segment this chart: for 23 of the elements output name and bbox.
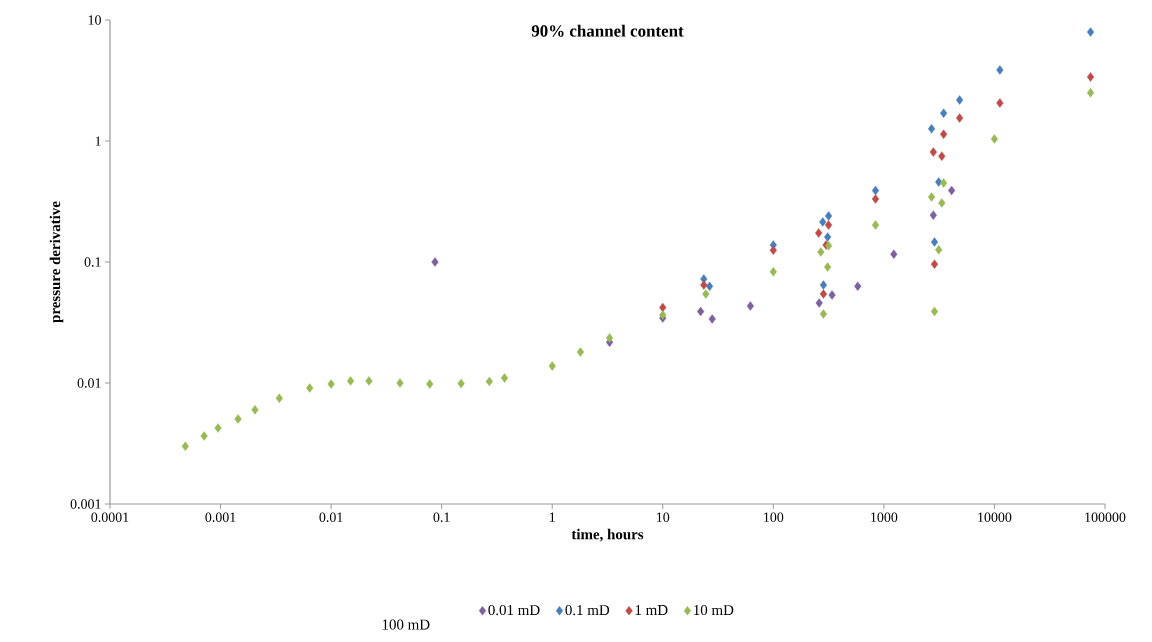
text: 100 mD (382, 619, 430, 630)
x-tick-label: 10000 (978, 512, 1012, 522)
y-axis-title: pressure derivative (49, 201, 64, 323)
x-tick-label: 10 (657, 512, 670, 522)
x-tick-label: 0.1 (433, 512, 450, 522)
x-tick-label: 1000 (871, 512, 898, 522)
legend-label: 0.01 mD (488, 604, 540, 616)
x-tick-label: 0.0001 (91, 512, 129, 522)
y-tick-label: 1 (95, 136, 101, 146)
x-tick-label: 100 (764, 512, 784, 522)
y-tick-label: 0.01 (77, 378, 101, 388)
legend-label: 10 mD (694, 604, 734, 616)
x-tick-label: 1 (549, 512, 555, 522)
legend-label: 1 mD (635, 605, 668, 615)
x-axis-title: time, hours (571, 528, 644, 542)
legend-label: 0.1 mD (565, 604, 610, 616)
x-tick-label: 0.01 (319, 512, 343, 522)
y-tick-label: 0.001 (70, 499, 101, 509)
y-tick-label: 10 (88, 15, 101, 25)
chart-title: 90% channel content (531, 24, 684, 37)
y-tick-label: 0.1 (84, 257, 101, 267)
x-tick-label: 100000 (1085, 512, 1126, 522)
x-tick-label: 0.001 (205, 512, 236, 522)
